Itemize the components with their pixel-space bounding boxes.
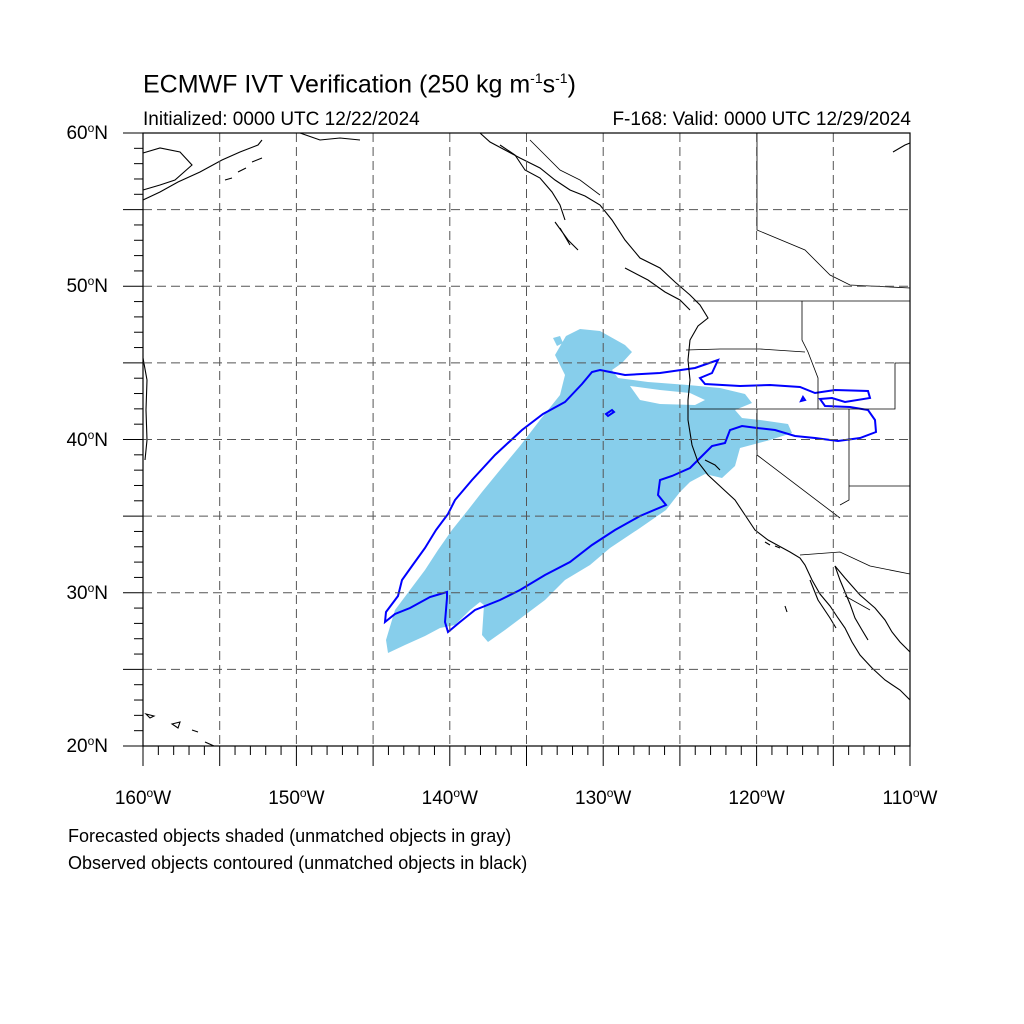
coastline-alaska-west [142, 147, 193, 191]
longitude-label: 120oW [728, 786, 785, 809]
legend-forecast: Forecasted objects shaded (unmatched obj… [68, 826, 512, 846]
latitude-label: 40oN [66, 427, 108, 451]
forecast-object-small [553, 336, 563, 346]
longitude-label: 150oW [268, 786, 325, 809]
observed-contour-dot [799, 395, 807, 403]
latitude-label: 20oN [66, 734, 108, 757]
longitude-label: 160oW [114, 786, 172, 809]
coastlines [142, 132, 911, 747]
coastline-se-alaska [499, 144, 579, 251]
coastline-north-america [479, 132, 911, 701]
state-border-idaho [801, 301, 819, 409]
latitude-label: 50oN [66, 274, 108, 298]
coastline-channel-islands [764, 541, 781, 549]
state-border-nv-ut [818, 362, 910, 410]
latitude-label: 30oN [66, 580, 108, 604]
coastline-guadalupe [784, 605, 788, 613]
canada-yukon-border [529, 139, 601, 196]
coastline-island-west [142, 357, 148, 461]
coastline-hawaii [144, 712, 215, 747]
coastline-baja-pacific [809, 579, 837, 629]
map-frame [142, 132, 911, 747]
state-border-ut-az [839, 409, 850, 506]
axis-ticks [123, 132, 911, 766]
longitude-label: 130oW [575, 786, 632, 809]
forecast-objects [386, 329, 792, 653]
legend-observed: Observed objects contoured (unmatched ob… [68, 853, 528, 873]
chart-title: ECMWF IVT Verification (250 kg m-1s-1) [143, 70, 576, 99]
mexico-border-baja [844, 595, 871, 611]
coastline-alaska-islands [224, 157, 263, 181]
longitude-label: 110oW [882, 786, 938, 809]
valid-label: F-168: Valid: 0000 UTC 12/29/2024 [612, 109, 911, 130]
observed-contour-small [604, 408, 616, 418]
graticule [143, 133, 910, 746]
coastline-alaska-coast [299, 132, 361, 141]
coastline-vancouver-island [624, 267, 691, 311]
latitude-label: 60oN [66, 121, 108, 144]
initialized-label: Initialized: 0000 UTC 12/22/2024 [143, 109, 420, 130]
observed-contour-main [383, 358, 878, 634]
coastline-baja-east [834, 565, 869, 641]
coastline-sf-bay [704, 459, 721, 471]
forecast-object-inlet [630, 386, 705, 405]
coastline-alaska-peninsula [142, 139, 263, 201]
coastline-gulf-california [834, 565, 911, 653]
state-border-wa-or [685, 348, 806, 353]
mexico-border [799, 551, 911, 575]
canada-province-border [756, 133, 911, 289]
coastline-northeast [892, 142, 911, 153]
forecast-object-main [386, 329, 792, 653]
longitude-label: 140oW [421, 786, 478, 809]
observed-objects [383, 358, 878, 634]
